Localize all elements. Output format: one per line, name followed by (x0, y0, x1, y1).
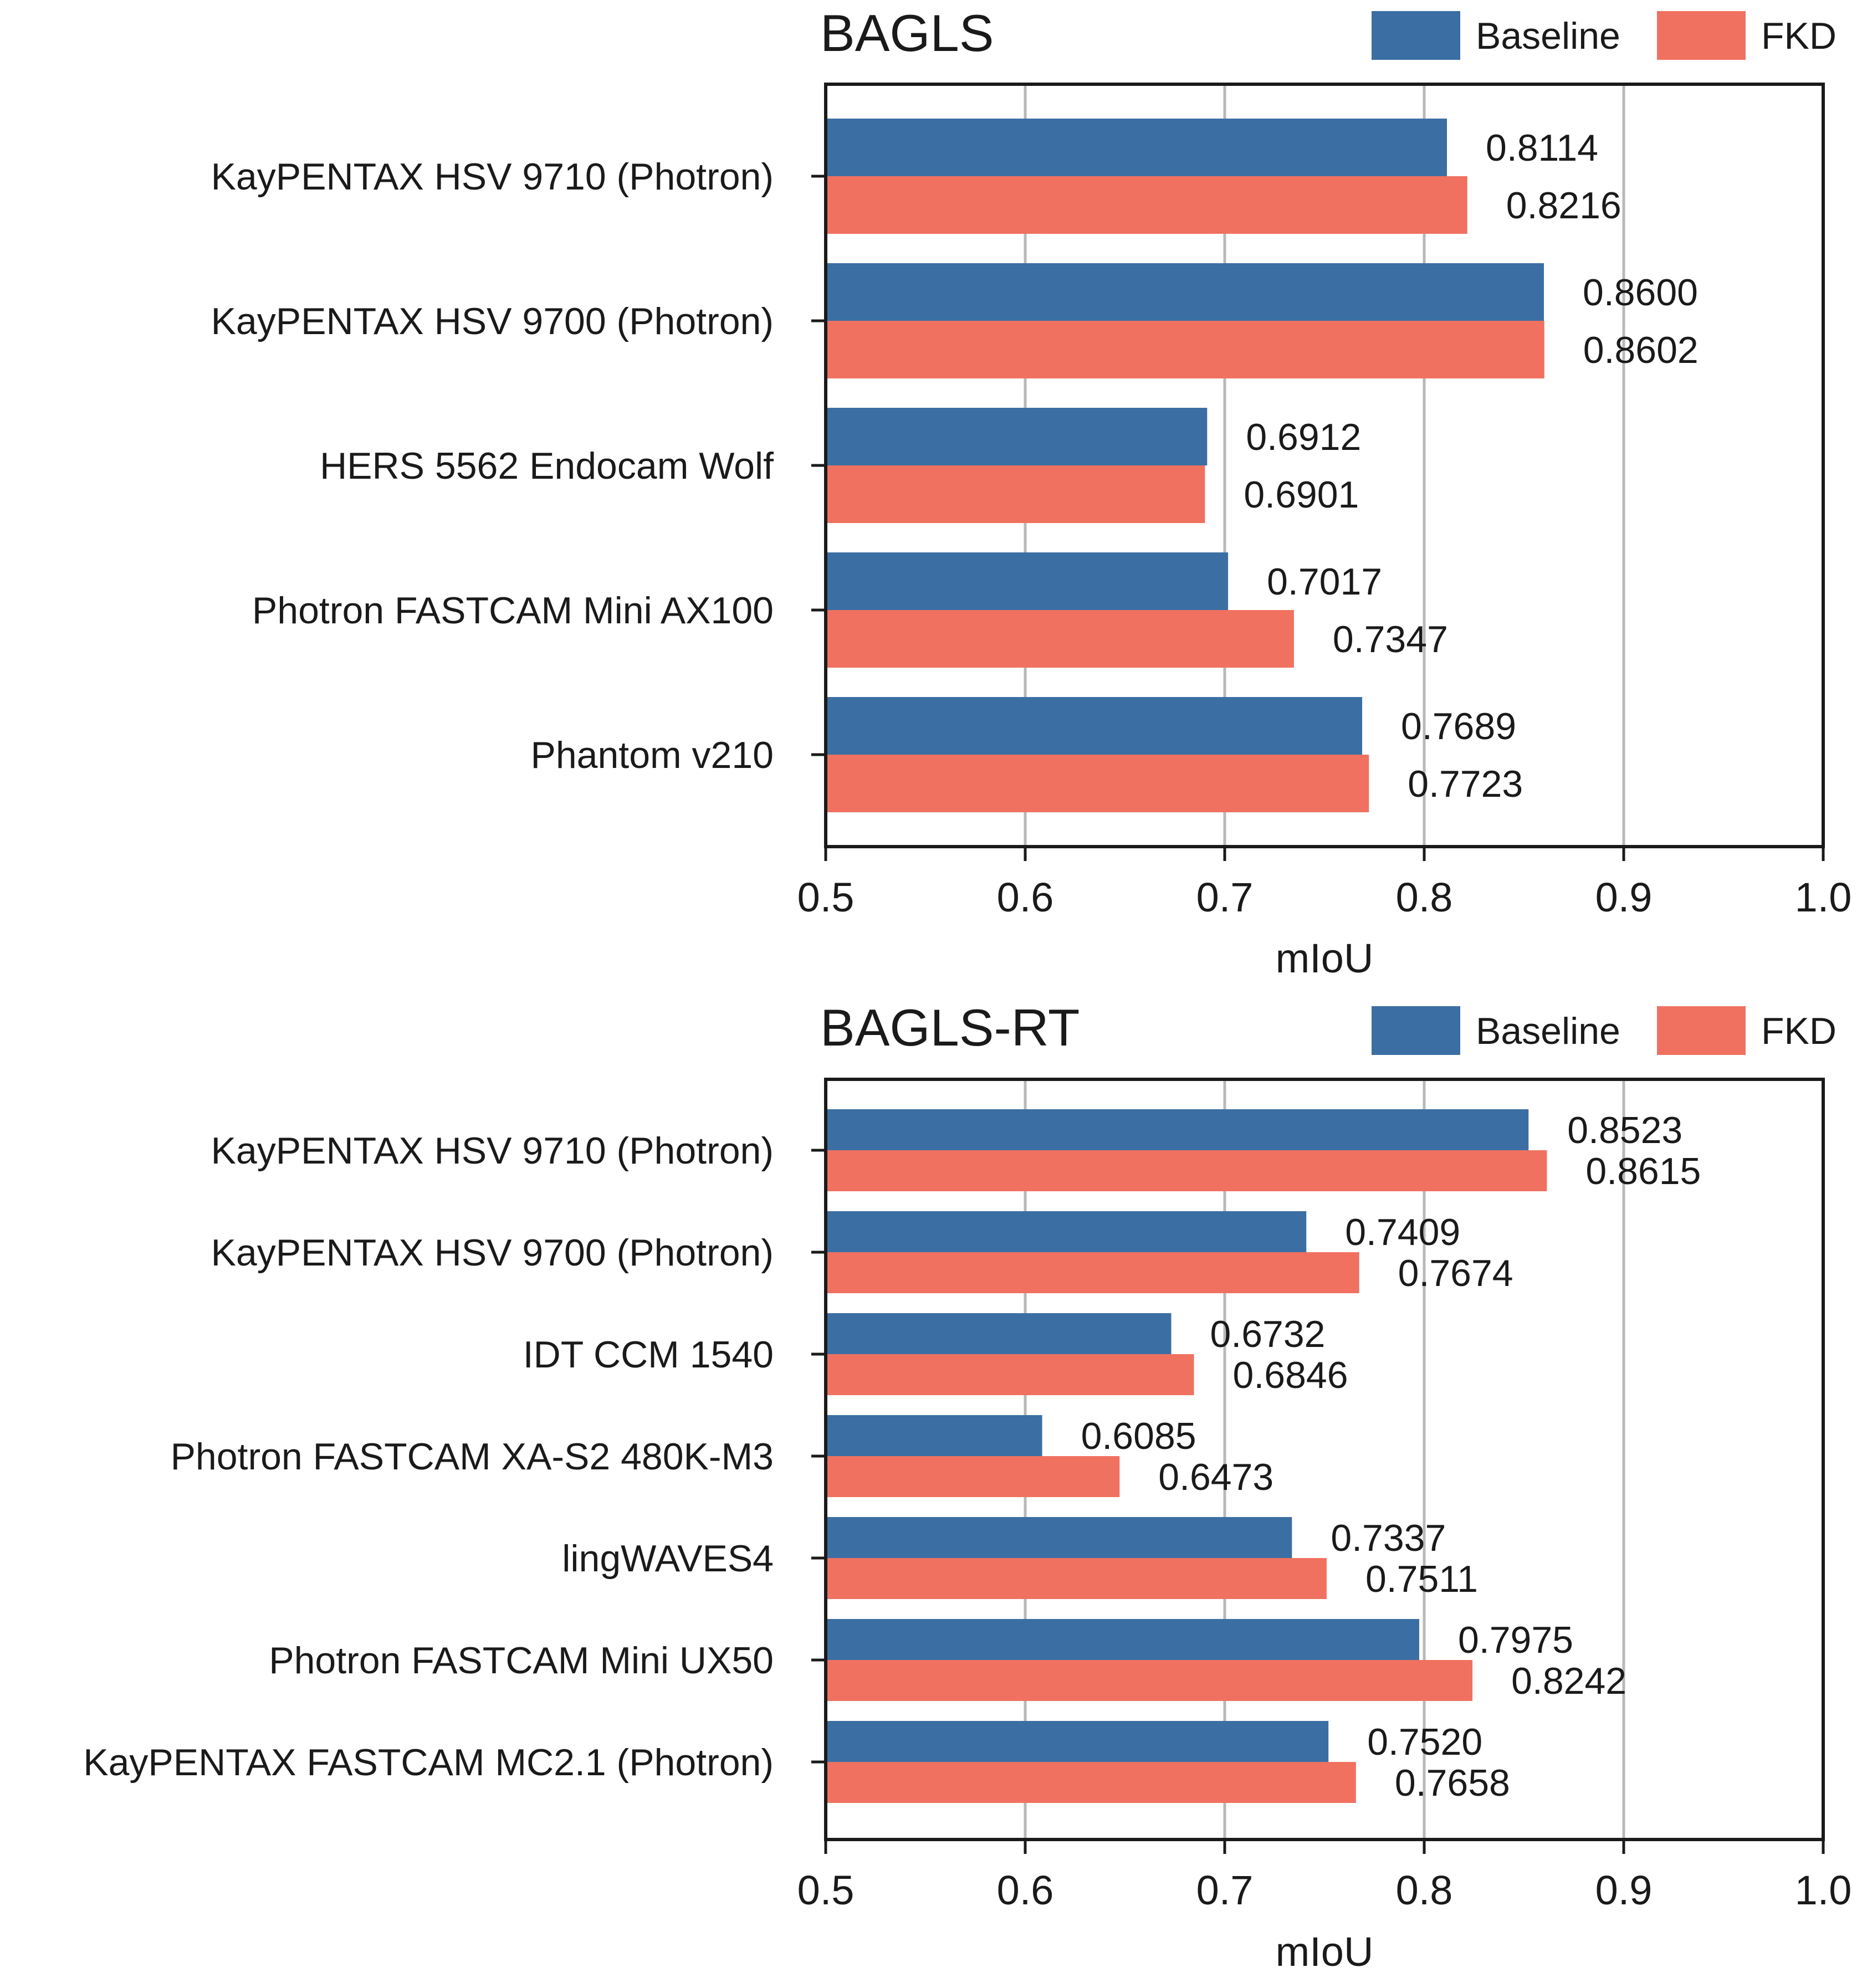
value-label: 0.7658 (1395, 1762, 1510, 1804)
bar-baseline (826, 1517, 1292, 1558)
value-label: 0.7337 (1331, 1517, 1446, 1559)
category-label: KayPENTAX HSV 9710 (Photron) (211, 156, 774, 198)
x-tick-label: 0.6 (997, 1867, 1054, 1913)
bar-baseline (826, 1415, 1042, 1456)
category-label: KayPENTAX FASTCAM MC2.1 (Photron) (83, 1741, 774, 1784)
legend-swatch-baseline (1372, 11, 1460, 60)
value-label: 0.8114 (1486, 127, 1598, 169)
bar-baseline (826, 552, 1229, 610)
category-label: Phantom v210 (530, 734, 774, 776)
bar-baseline (826, 697, 1363, 755)
value-label: 0.7409 (1345, 1211, 1460, 1253)
value-label: 0.7975 (1458, 1619, 1573, 1661)
category-label: Photron FASTCAM XA-S2 480K-M3 (171, 1436, 774, 1478)
bar-baseline (826, 1721, 1329, 1762)
value-label: 0.7511 (1365, 1558, 1478, 1600)
bar-fkd (826, 1150, 1547, 1191)
value-label: 0.6901 (1244, 474, 1359, 516)
chart-panel-bagls: 0.8114 0.8216 KayPENTAX HSV 9710 (Photron)… (211, 4, 1852, 981)
bar-fkd (826, 755, 1369, 812)
chart-title: BAGLS-RT (820, 998, 1080, 1057)
value-label: 0.6473 (1158, 1456, 1273, 1498)
bar-baseline (826, 1619, 1419, 1660)
bar-fkd (826, 1762, 1356, 1803)
legend-label-fkd: FKD (1761, 1010, 1837, 1052)
x-tick-label: 1.0 (1795, 874, 1852, 920)
legend-label-baseline: Baseline (1476, 15, 1620, 57)
bar-baseline (826, 1109, 1529, 1150)
x-tick-label: 0.7 (1196, 874, 1254, 920)
value-label: 0.8242 (1511, 1660, 1626, 1702)
bar-fkd (826, 610, 1294, 668)
value-label: 0.7674 (1398, 1252, 1513, 1294)
value-label: 0.7723 (1408, 763, 1523, 805)
bar-fkd (826, 1354, 1194, 1395)
value-label: 0.7689 (1401, 705, 1516, 747)
value-label: 0.6085 (1081, 1415, 1196, 1457)
category-label: KayPENTAX HSV 9700 (Photron) (211, 1232, 774, 1274)
legend-swatch-baseline (1372, 1006, 1460, 1055)
category-label: HERS 5562 Endocam Wolf (320, 445, 774, 487)
value-label: 0.8615 (1585, 1150, 1701, 1192)
legend-swatch-fkd (1657, 1006, 1746, 1055)
value-label: 0.7347 (1333, 618, 1448, 660)
value-label: 0.6732 (1210, 1313, 1326, 1355)
bar-fkd (826, 176, 1467, 234)
legend-label-baseline: Baseline (1476, 1010, 1620, 1052)
bar-baseline (826, 119, 1447, 176)
bar-baseline (826, 408, 1208, 465)
value-label: 0.8523 (1567, 1109, 1682, 1151)
bar-fkd (826, 321, 1544, 378)
value-label: 0.6846 (1233, 1354, 1348, 1396)
bar-baseline (826, 1211, 1307, 1252)
x-tick-label: 0.9 (1595, 874, 1653, 920)
category-label: lingWAVES4 (562, 1538, 774, 1580)
bar-baseline (826, 263, 1544, 321)
value-label: 0.7520 (1367, 1721, 1482, 1763)
value-label: 0.8602 (1583, 329, 1699, 371)
x-tick-label: 0.8 (1396, 1867, 1453, 1913)
plot-frame (824, 83, 1825, 848)
x-tick-label: 0.9 (1595, 1867, 1653, 1913)
bar-fkd (826, 1558, 1327, 1599)
x-tick-label: 0.6 (997, 874, 1054, 920)
x-axis-title: mIoU (1276, 1929, 1374, 1975)
value-label: 0.8216 (1506, 185, 1621, 227)
legend-swatch-fkd (1657, 11, 1746, 60)
category-label: KayPENTAX HSV 9710 (Photron) (211, 1130, 774, 1172)
x-tick-label: 0.5 (797, 1867, 855, 1913)
value-label: 0.8600 (1583, 271, 1698, 314)
bar-fkd (826, 1456, 1120, 1497)
category-label: IDT CCM 1540 (523, 1334, 774, 1376)
category-label: Photron FASTCAM Mini AX100 (252, 590, 774, 632)
value-label: 0.6912 (1246, 416, 1361, 458)
bar-fkd (826, 1252, 1359, 1293)
legend-label-fkd: FKD (1761, 15, 1837, 57)
x-tick-label: 0.7 (1196, 1867, 1254, 1913)
bar-fkd (826, 465, 1205, 523)
x-tick-label: 1.0 (1795, 1867, 1852, 1913)
x-axis-title: mIoU (1276, 935, 1374, 981)
chart-title: BAGLS (820, 4, 994, 62)
bar-baseline (826, 1313, 1172, 1354)
plot-frame (824, 1078, 1825, 1841)
x-tick-label: 0.5 (797, 874, 855, 920)
bar-fkd (826, 1660, 1473, 1701)
category-label: Photron FASTCAM Mini UX50 (269, 1639, 774, 1682)
value-label: 0.7017 (1267, 561, 1382, 603)
category-label: KayPENTAX HSV 9700 (Photron) (211, 300, 774, 342)
x-tick-label: 0.8 (1396, 874, 1453, 920)
